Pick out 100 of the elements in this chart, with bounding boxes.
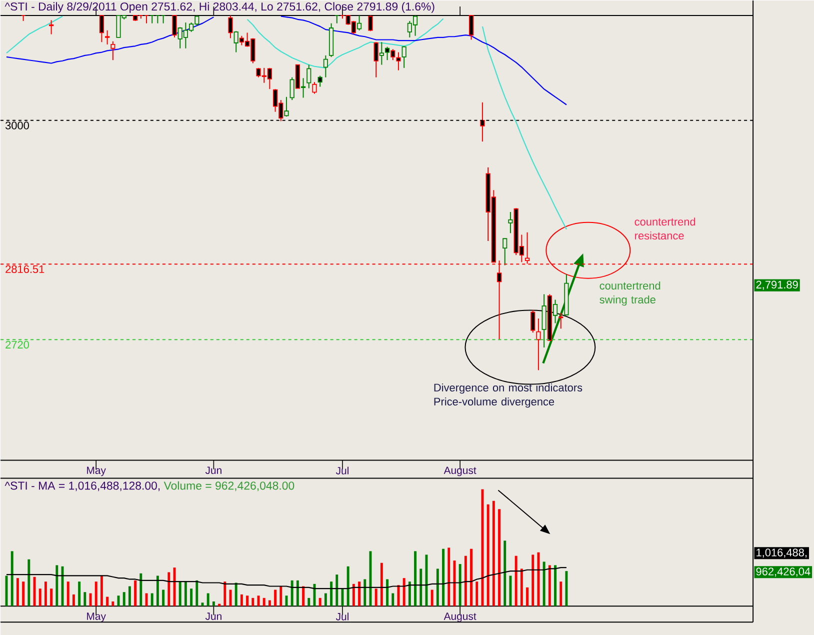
bar xyxy=(532,554,534,606)
bar xyxy=(458,564,462,606)
candlestick xyxy=(48,20,54,35)
bar xyxy=(190,588,193,606)
bar xyxy=(526,587,528,606)
candlestick xyxy=(323,54,328,78)
bar xyxy=(50,588,53,606)
bar xyxy=(44,582,47,606)
bar xyxy=(374,588,378,606)
candlestick xyxy=(284,96,289,117)
bar xyxy=(504,540,506,606)
bar xyxy=(397,585,400,606)
bar xyxy=(94,582,98,606)
candlestick xyxy=(312,81,317,94)
bar xyxy=(425,554,428,606)
candlestick xyxy=(552,299,558,324)
candlestick xyxy=(306,64,312,89)
candlestick xyxy=(542,294,546,348)
bar xyxy=(184,582,187,606)
bar xyxy=(324,593,327,606)
bar xyxy=(16,578,19,606)
ref-line-label: 3000 xyxy=(5,122,29,130)
bar xyxy=(206,593,210,606)
bar xyxy=(509,576,512,606)
bar xyxy=(106,596,109,606)
bar xyxy=(285,596,288,606)
bar xyxy=(268,600,271,606)
bar xyxy=(246,596,249,606)
bar xyxy=(537,552,540,606)
x-tick-label: August xyxy=(444,466,476,476)
bar xyxy=(156,576,159,606)
bar xyxy=(386,579,389,606)
bar xyxy=(346,566,350,606)
bar xyxy=(28,559,30,606)
candlestick xyxy=(502,238,508,266)
candlestick xyxy=(396,52,401,71)
bar xyxy=(318,598,322,606)
bar xyxy=(464,556,467,606)
bar xyxy=(302,586,305,606)
bar xyxy=(448,548,450,606)
bar xyxy=(112,601,114,606)
bar xyxy=(392,593,394,606)
candlestick xyxy=(295,64,300,89)
bar xyxy=(341,588,344,606)
bar xyxy=(212,601,215,606)
bar xyxy=(134,580,137,606)
bar xyxy=(565,571,568,606)
bar xyxy=(72,594,75,606)
annotation: Price-volume divergence xyxy=(434,397,554,408)
text: 962,426,04 xyxy=(756,568,810,577)
bar xyxy=(280,586,282,606)
bar xyxy=(262,598,266,606)
bar xyxy=(492,500,495,606)
bar xyxy=(408,582,411,606)
candlestick xyxy=(379,42,384,66)
bar xyxy=(364,579,366,606)
chart-title: ^STI - MA = 1,016,488,128.00, xyxy=(4,482,160,492)
bar xyxy=(352,584,355,606)
candlestick xyxy=(290,76,294,100)
bar xyxy=(414,551,416,606)
bar xyxy=(10,551,14,606)
bar xyxy=(78,582,81,606)
bar xyxy=(290,580,294,606)
candlestick xyxy=(508,211,513,234)
bar xyxy=(486,504,490,606)
bar xyxy=(542,562,546,606)
candlestick xyxy=(558,312,564,330)
bar xyxy=(369,551,372,606)
bar xyxy=(313,584,316,606)
bar xyxy=(66,582,70,606)
bar xyxy=(196,580,198,606)
chart-subtitle: Volume = 962,426,048.00 xyxy=(164,481,294,492)
x-tick-label: August xyxy=(444,612,476,622)
candlestick xyxy=(356,14,362,31)
bar xyxy=(336,574,338,606)
bar xyxy=(240,594,243,606)
bar xyxy=(470,548,472,606)
bar xyxy=(168,572,170,606)
chart-title: ^STI - Daily 8/29/2011 Open 2751.62, Hi 2803.44, Lo 2751.62, Close 2791.89 (1.6%) xyxy=(4,2,434,13)
text: countertrend resistance xyxy=(634,218,696,240)
x-tick-label: Jun xyxy=(205,466,222,474)
bar xyxy=(402,578,406,606)
bar xyxy=(178,582,182,606)
text: 2,791.89 xyxy=(756,280,798,290)
bar xyxy=(229,590,232,606)
candlestick xyxy=(402,45,406,68)
bar xyxy=(162,590,165,606)
annotation: Divergence on most indicators xyxy=(434,383,582,394)
text: 1,016,488, xyxy=(756,548,807,558)
bar xyxy=(308,598,310,606)
x-tick-label: Jul xyxy=(336,466,348,474)
candlestick xyxy=(536,318,541,371)
candlestick xyxy=(524,232,530,264)
text: countertrend swing trade xyxy=(600,281,660,306)
bar xyxy=(520,568,523,606)
bar xyxy=(234,582,238,606)
bar xyxy=(150,593,154,606)
bar xyxy=(514,556,518,606)
bar xyxy=(481,489,484,606)
bar xyxy=(38,588,42,606)
